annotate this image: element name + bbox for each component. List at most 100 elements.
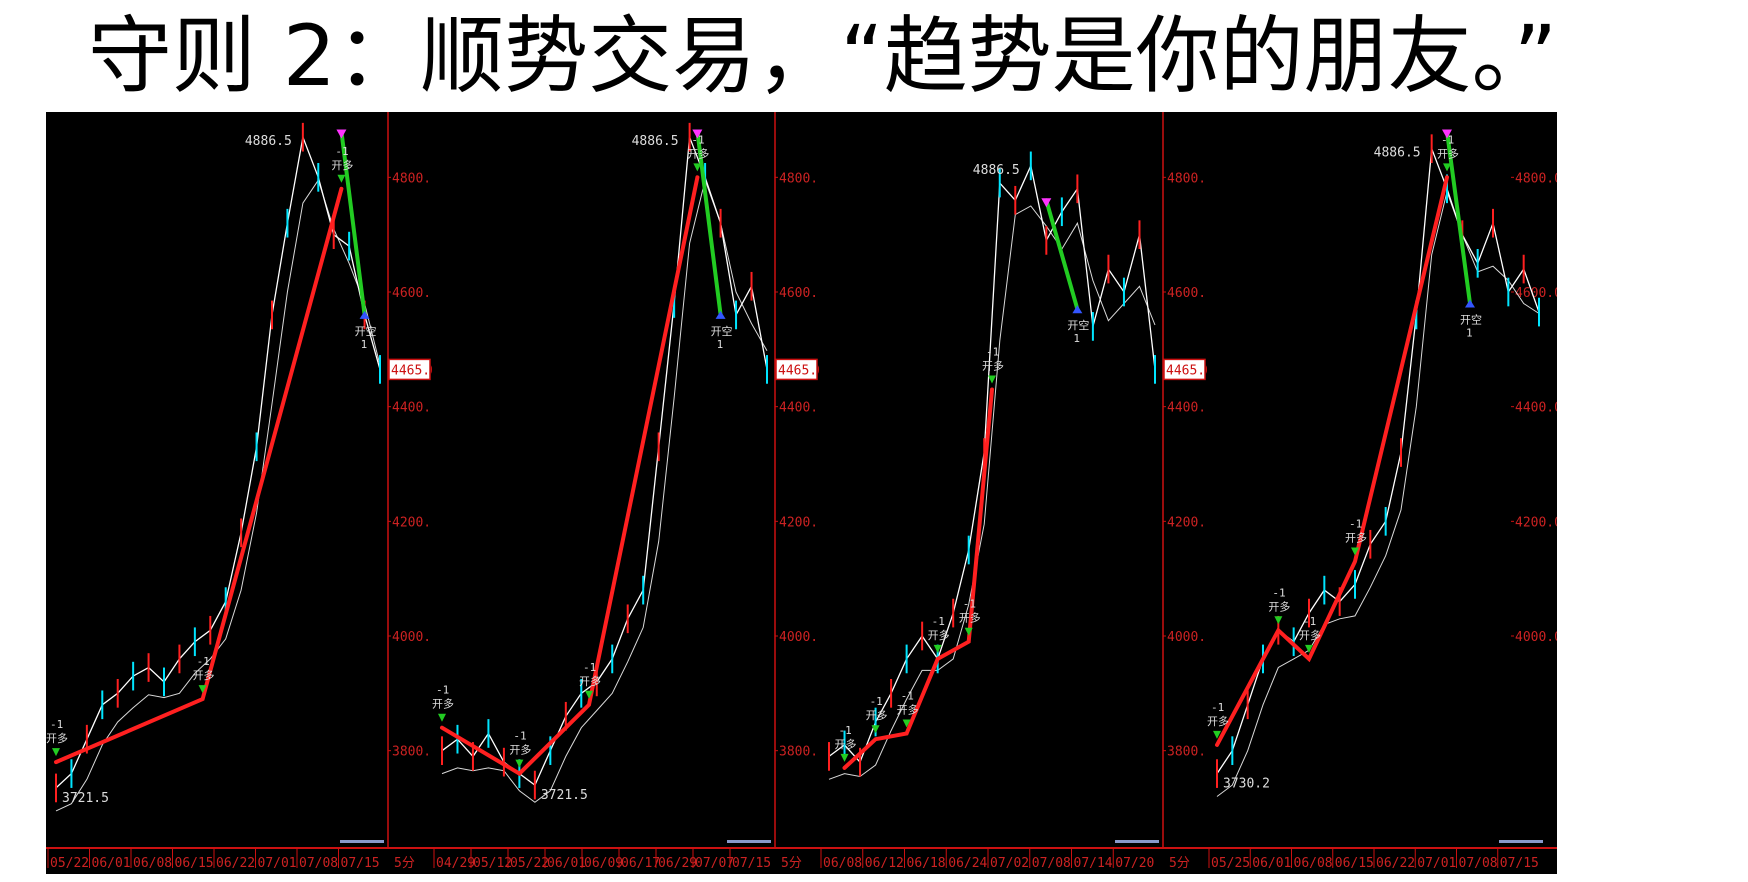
x-tick-label: 05/12	[473, 856, 512, 871]
y-tick-label: 4600.0	[392, 286, 432, 301]
x-tick-label: 07/14	[1074, 856, 1113, 871]
signal-arrow-down	[902, 719, 911, 728]
high-price-label: 4886.5	[973, 163, 1020, 178]
signal-label: -1	[963, 598, 976, 611]
y-tick-label: 4800.0	[779, 171, 819, 186]
signal-label: -1	[50, 718, 63, 731]
signal-arrow-down	[52, 748, 60, 757]
current-price-label: 4465.0	[778, 363, 819, 378]
x-tick-label: 06/22	[1376, 856, 1415, 871]
signal-arrow-down	[1274, 616, 1283, 625]
x-tick-label: 06/08	[133, 856, 172, 871]
x-tick-label: 07/20	[1115, 856, 1154, 871]
y-tick-label: 3800.0	[779, 745, 819, 760]
signal-label: -1	[870, 695, 883, 708]
signal-label: -1	[1349, 517, 1362, 530]
y-tick-label: 4400.0	[392, 401, 432, 416]
signal-arrow-down	[933, 644, 942, 653]
signal-label: -1	[839, 724, 852, 737]
signal-label: 1	[717, 338, 724, 351]
signal-arrow-down	[988, 375, 996, 384]
signal-label: 开多	[331, 158, 353, 172]
x-tick-label: 07/01	[1417, 856, 1456, 871]
y-tick-label: 4000.0	[1515, 630, 1557, 645]
signal-label: 开多	[928, 628, 950, 642]
x-tick-label: 07/08	[1032, 856, 1071, 871]
chart-svg: 3800.0 4000.0 4200.0 4400.0 4600.0 4800.0 06/0…	[819, 112, 1207, 871]
signal-label: 开多	[959, 611, 981, 625]
signal-label: -1	[197, 655, 210, 668]
signal-arrow-down	[871, 725, 880, 734]
current-price-box	[388, 358, 431, 381]
x-tick-label: 05/22	[510, 856, 549, 871]
signal-arrow-blue	[715, 310, 726, 319]
chart-panel-1: 3800.0 4000.0 4200.0 4400.0 4600.0 4800.0 05/2…	[46, 112, 432, 874]
price-line-secondary	[828, 205, 1156, 780]
x-tick-label: 06/24	[948, 856, 987, 871]
trend-down-line	[1445, 129, 1472, 306]
y-tick-label: 4400.0	[1515, 401, 1557, 416]
trend-up-line	[1215, 175, 1449, 747]
signal-label: 开空	[1460, 312, 1482, 326]
low-price-label: 3721.5	[62, 791, 109, 806]
low-price-label: 3730.2	[1223, 777, 1270, 792]
signal-arrow-pink	[1041, 198, 1052, 208]
x-tick-label: 05/22	[50, 856, 89, 871]
trend-down-line	[339, 129, 367, 317]
chart-panel-2: 3800.0 4000.0 4200.0 4400.0 4600.0 4800.0 04/2…	[432, 112, 819, 874]
timeframe-label: 5分	[394, 856, 415, 871]
y-tick-label: 4000.0	[779, 630, 819, 645]
signal-arrow-down	[1213, 730, 1221, 739]
signal-arrow-down	[964, 627, 973, 636]
signal-arrow-pink	[336, 129, 347, 139]
signal-arrow-down	[515, 759, 524, 768]
high-price-label: 4886.5	[245, 134, 292, 149]
low-price-label: 3721.5	[541, 788, 588, 803]
scroll-indicator	[1499, 840, 1543, 843]
y-tick-label: 4600.0	[1515, 286, 1557, 301]
y-tick-label: 4600.0	[779, 286, 819, 301]
signal-label: -1	[986, 345, 999, 358]
signal-label: 1	[1466, 326, 1473, 339]
x-tick-label: 07/15	[341, 856, 380, 871]
trend-down-line	[695, 129, 723, 317]
signal-arrow-down	[585, 690, 594, 699]
signal-label: -1	[1211, 701, 1224, 714]
price-line-secondary	[1216, 189, 1540, 797]
y-tick-label: 4800.0	[1515, 171, 1557, 186]
chart-panel-3: 3800.0 4000.0 4200.0 4400.0 4600.0 4800.0 06/0…	[819, 112, 1207, 874]
signal-label: 开多	[1345, 530, 1367, 544]
scroll-indicator	[727, 840, 771, 843]
signal-label: 开多	[982, 358, 1004, 372]
x-tick-label: 07/15	[1500, 856, 1539, 871]
y-tick-label: 4800.0	[392, 171, 432, 186]
signal-arrow-pink	[1442, 129, 1452, 139]
signal-label: -1	[932, 615, 945, 628]
signal-arrow-down	[1443, 163, 1451, 172]
page-title: 守则 2：顺势交易，“趋势是你的朋友。”	[88, 7, 1558, 105]
trend-up-line	[440, 175, 700, 777]
scroll-indicator	[1115, 840, 1159, 843]
signal-label: 开多	[46, 731, 68, 745]
x-tick-label: 06/01	[92, 856, 131, 871]
signal-label: 开空	[355, 324, 377, 338]
price-line-secondary	[55, 179, 381, 812]
signal-label: -1	[436, 684, 449, 697]
x-tick-label: 06/17	[621, 856, 660, 871]
signal-arrow-down	[438, 713, 446, 722]
y-tick-label: 4600.0	[1167, 286, 1207, 301]
signal-arrow-down	[337, 174, 346, 183]
x-tick-label: 07/02	[990, 856, 1029, 871]
x-tick-label: 07/07	[695, 856, 734, 871]
x-tick-label: 06/22	[216, 856, 255, 871]
signal-label: 开多	[1207, 714, 1229, 728]
y-tick-label: 4000.0	[392, 630, 432, 645]
signal-label: 开多	[897, 702, 919, 716]
x-tick-label: 06/09	[584, 856, 623, 871]
signal-label: -1	[513, 730, 526, 743]
x-tick-label: 06/08	[1294, 856, 1333, 871]
signal-label: -1	[1272, 586, 1285, 599]
signal-label: 开空	[1067, 318, 1089, 332]
scroll-indicator	[340, 840, 384, 843]
signal-label: 开空	[711, 324, 733, 338]
